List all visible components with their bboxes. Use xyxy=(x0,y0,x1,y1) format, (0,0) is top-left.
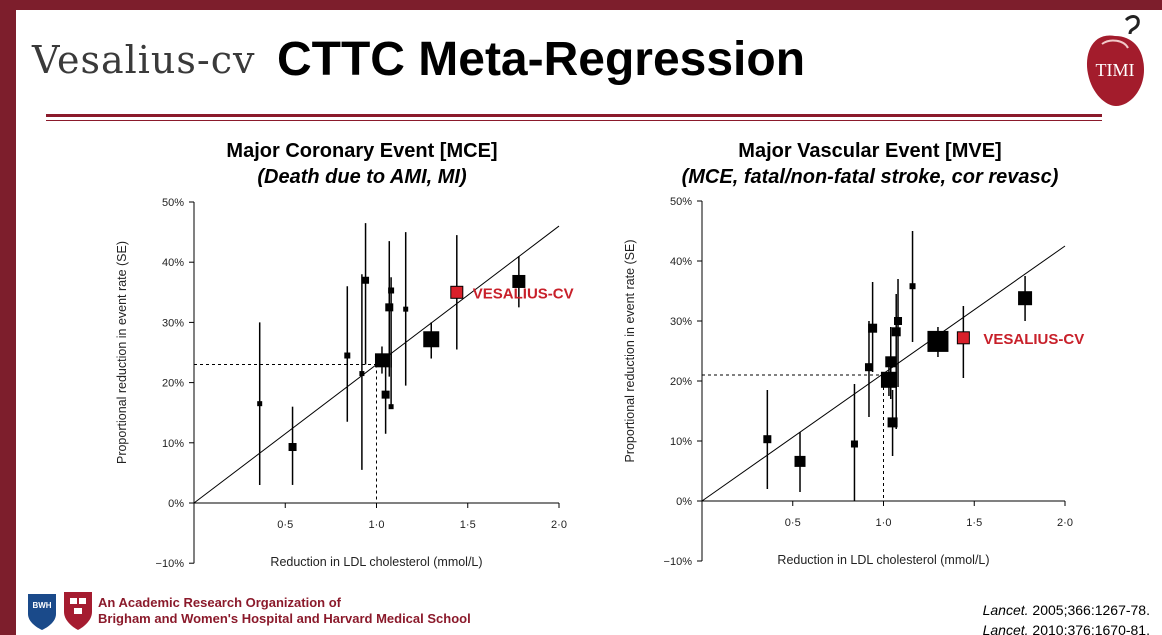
mce-point xyxy=(385,303,394,312)
mce-point xyxy=(344,352,351,359)
mve-point xyxy=(763,435,772,444)
reference-2-journal: Lancet. xyxy=(982,622,1029,635)
timi-logo-wire xyxy=(1124,15,1140,35)
bwh-logo-text: BWH xyxy=(32,601,51,610)
mve-chart: −10% 0% 10% 20% 30% 40% 50% 0·5 1·0 1·5 2·0 Reducti… xyxy=(623,196,1084,568)
mce-y-tick-label: 10% xyxy=(162,438,184,450)
mve-panel-title: Major Vascular Event [MVE] (MCE, fatal/n… xyxy=(640,138,1100,190)
mce-x-tick-label: 2·0 xyxy=(551,519,567,531)
footer-org: An Academic Research Organization of Bri… xyxy=(98,595,471,627)
mce-point xyxy=(381,390,390,399)
mve-y-tick-label: 30% xyxy=(670,316,692,328)
mve-x-tick-label: 0·5 xyxy=(785,517,801,529)
mce-title: Major Coronary Event [MCE] xyxy=(226,140,498,162)
mve-subtitle: (MCE, fatal/non-fatal stroke, cor revasc… xyxy=(681,166,1059,188)
mve-y-tick-label: 40% xyxy=(670,256,692,268)
mve-vesalius-label: VESALIUS-CV xyxy=(983,331,1084,348)
mce-y-tick-label: 30% xyxy=(162,317,184,329)
mce-point xyxy=(257,401,263,407)
mve-y-tick-label: 20% xyxy=(670,376,692,388)
reference-1-detail: 2005;366:1267-78. xyxy=(1028,602,1150,618)
vesalius-logo-text: Vesalius-cv xyxy=(32,38,256,82)
mce-x-tick-label: 1·5 xyxy=(460,519,476,531)
mce-x-axis-label: Reduction in LDL cholesterol (mmol/L) xyxy=(270,555,482,569)
mce-point xyxy=(359,371,365,377)
mce-y-tick-label: 50% xyxy=(162,197,184,209)
mce-point xyxy=(388,287,395,294)
mce-y-tick-label: 20% xyxy=(162,378,184,390)
mce-point xyxy=(288,443,297,452)
mce-y-tick-label: −10% xyxy=(156,558,185,570)
mce-chart: −10% 0% 10% 20% 30% 40% 50% 0·5 1·0 1·5 2·0 Reducti… xyxy=(115,197,574,570)
reference-1-journal: Lancet. xyxy=(982,602,1029,618)
mve-y-tick-label: 0% xyxy=(676,496,692,508)
mce-y-axis-label: Proportional reduction in event rate (SE… xyxy=(115,241,129,464)
reference-1: Lancet. 2005;366:1267-78. xyxy=(983,602,1150,618)
mve-y-tick-label: 50% xyxy=(670,196,692,208)
timi-logo: TIMI xyxy=(1087,15,1144,106)
mve-point xyxy=(927,330,949,352)
header-rule-thin xyxy=(46,120,1102,121)
mve-point-vesalius xyxy=(956,331,970,345)
mve-point xyxy=(909,283,916,290)
mve-x-tick-label: 2·0 xyxy=(1057,517,1073,529)
mve-title: Major Vascular Event [MVE] xyxy=(738,140,1002,162)
footer-org-line2: Brigham and Women's Hospital and Harvard… xyxy=(98,611,471,626)
mce-panel-title: Major Coronary Event [MCE] (Death due to… xyxy=(132,138,592,190)
reference-2: Lancet. 2010;376:1670-81. xyxy=(983,622,1150,635)
harvard-book-icon xyxy=(74,608,82,614)
mve-point xyxy=(887,417,898,428)
bwh-shield xyxy=(28,594,56,630)
mce-point xyxy=(512,274,526,288)
mve-point xyxy=(850,440,858,448)
slide-title: CTTC Meta-Regression xyxy=(276,33,806,86)
harvard-book-icon xyxy=(70,598,77,604)
slide: Vesalius-cv CTTC Meta-Regression TIMI Ma… xyxy=(16,10,1162,635)
harvard-shield-logo xyxy=(64,592,92,630)
mce-y-tick-label: 40% xyxy=(162,257,184,269)
mve-point xyxy=(885,356,897,368)
mve-point xyxy=(891,327,901,337)
footer-org-line1: An Academic Research Organization of xyxy=(98,595,341,610)
mve-y-tick-label: 10% xyxy=(670,436,692,448)
mce-point xyxy=(423,331,440,348)
mve-y-axis-label: Proportional reduction in event rate (SE… xyxy=(623,239,637,462)
header-rule xyxy=(46,114,1102,117)
mve-point xyxy=(880,371,897,388)
mve-y-tick-label: −10% xyxy=(664,556,693,568)
mce-point xyxy=(362,276,370,284)
vesalius-logo: Vesalius-cv xyxy=(32,38,255,82)
mce-x-tick-label: 1·0 xyxy=(369,519,385,531)
mce-point-vesalius xyxy=(450,285,464,299)
mve-point xyxy=(894,317,903,325)
mce-point xyxy=(374,353,389,368)
mve-point xyxy=(1018,291,1033,306)
reference-2-detail: 2010;376:1670-81. xyxy=(1028,622,1150,635)
timi-logo-text: TIMI xyxy=(1096,60,1135,80)
mve-x-tick-label: 1·5 xyxy=(966,517,982,529)
mce-subtitle: (Death due to AMI, MI) xyxy=(257,166,467,188)
timi-logo-heart xyxy=(1087,35,1144,106)
mve-x-tick-label: 1·0 xyxy=(876,517,892,529)
mve-point xyxy=(794,455,806,467)
mce-point xyxy=(403,306,409,312)
mce-point xyxy=(388,404,394,410)
harvard-book-icon xyxy=(79,598,86,604)
mve-point xyxy=(868,323,878,333)
mce-y-tick-label: 0% xyxy=(168,498,184,510)
mve-x-axis-label: Reduction in LDL cholesterol (mmol/L) xyxy=(777,553,989,567)
mce-x-tick-label: 0·5 xyxy=(277,519,293,531)
timi-logo-highlight xyxy=(1101,39,1129,49)
bwh-shield-logo: BWH xyxy=(28,594,56,630)
mce-vesalius-label: VESALIUS-CV xyxy=(473,285,574,302)
mve-point xyxy=(864,363,873,372)
